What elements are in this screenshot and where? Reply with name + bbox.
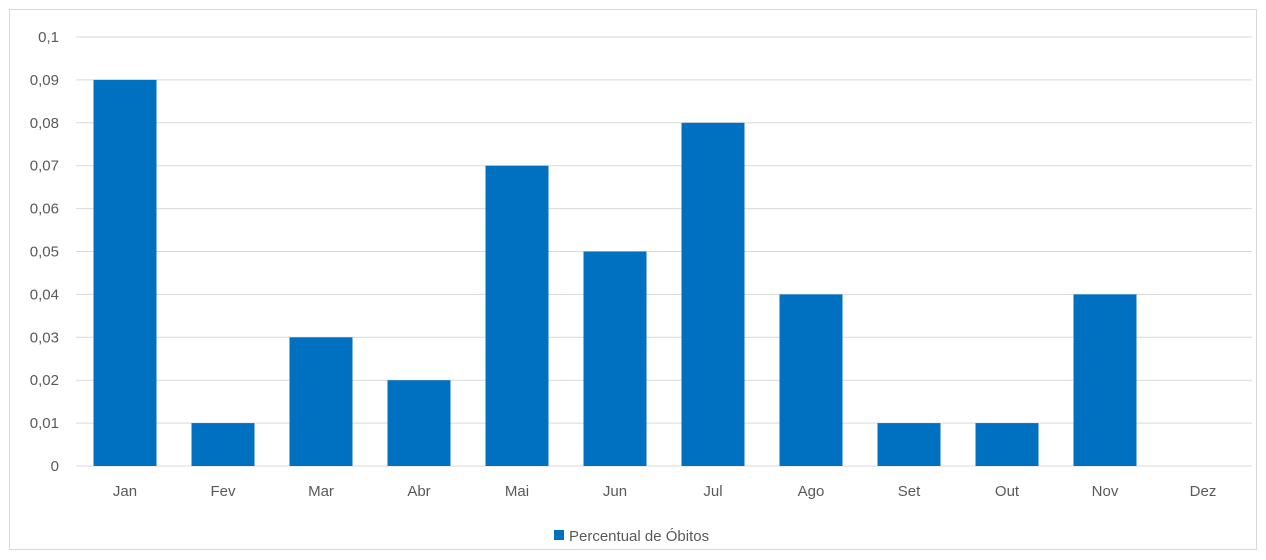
x-tick-label: Fev bbox=[210, 483, 236, 500]
x-tick-label: Jul bbox=[703, 483, 722, 500]
bar-set bbox=[877, 423, 941, 466]
x-tick-label: Jun bbox=[603, 483, 627, 500]
bar-jul bbox=[681, 122, 745, 467]
y-tick-label: 0,06 bbox=[30, 201, 59, 218]
x-tick-label: Out bbox=[995, 483, 1020, 500]
y-tick-label: 0,1 bbox=[38, 29, 59, 46]
bar-ago bbox=[779, 294, 843, 466]
bar-jan bbox=[93, 79, 157, 467]
x-tick-label: Nov bbox=[1092, 483, 1119, 500]
x-tick-label: Jan bbox=[113, 483, 137, 500]
x-tick-label: Mai bbox=[505, 483, 529, 500]
x-tick-label: Mar bbox=[308, 483, 334, 500]
y-tick-label: 0,04 bbox=[30, 286, 59, 303]
y-tick-label: 0,03 bbox=[30, 329, 59, 346]
y-tick-label: 0,02 bbox=[30, 372, 59, 389]
legend-swatch bbox=[554, 530, 564, 540]
y-tick-label: 0,05 bbox=[30, 244, 59, 261]
bar-out bbox=[975, 423, 1039, 466]
bar-abr bbox=[387, 380, 451, 466]
y-axis-tick-labels: 0 0,01 0,02 0,03 0,04 0,05 0,06 0,07 0,08 0,09 0,1 bbox=[30, 29, 59, 475]
bar-mai bbox=[485, 165, 549, 466]
x-tick-label: Ago bbox=[798, 483, 825, 500]
legend-label: Percentual de Óbitos bbox=[569, 528, 709, 545]
bar-mar bbox=[289, 337, 353, 466]
bar-jun bbox=[583, 251, 647, 466]
x-tick-label: Set bbox=[898, 483, 921, 500]
x-axis-tick-labels: Jan Fev Mar Abr Mai Jun Jul Ago Set Out Nov Dez bbox=[113, 483, 1216, 500]
bar-fev bbox=[191, 423, 255, 466]
bars bbox=[93, 79, 1137, 467]
bar-nov bbox=[1073, 294, 1137, 466]
y-tick-label: 0,08 bbox=[30, 115, 59, 132]
x-tick-label: Abr bbox=[407, 483, 430, 500]
x-tick-label: Dez bbox=[1190, 483, 1217, 500]
y-tick-label: 0 bbox=[51, 458, 59, 475]
y-tick-label: 0,09 bbox=[30, 72, 59, 89]
y-tick-label: 0,01 bbox=[30, 415, 59, 432]
legend: Percentual de Óbitos bbox=[554, 528, 709, 545]
gridlines bbox=[76, 36, 1252, 467]
y-tick-label: 0,07 bbox=[30, 158, 59, 175]
